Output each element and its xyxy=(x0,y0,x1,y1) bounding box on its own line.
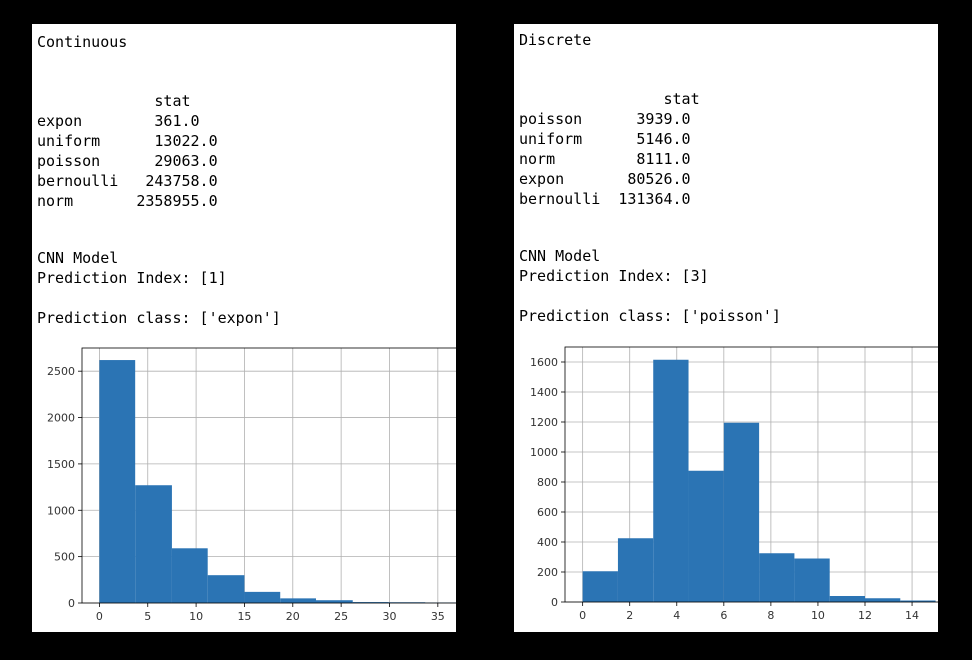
histogram-bar xyxy=(617,538,654,602)
x-tick-label: 8 xyxy=(767,609,774,622)
x-tick-label: 5 xyxy=(144,610,151,623)
discrete-heading: Discrete xyxy=(519,31,592,49)
y-tick-label: 1600 xyxy=(530,356,558,369)
x-tick-label: 35 xyxy=(431,610,445,623)
stat-name: bernoulli xyxy=(519,190,601,208)
continuous-stat-table: stat expon 361.0 uniform 13022.0 poisson… xyxy=(37,91,218,211)
histogram-bar xyxy=(653,359,689,602)
x-tick-label: 6 xyxy=(720,609,727,622)
x-tick-label: 10 xyxy=(811,609,825,622)
histogram-bar xyxy=(207,575,245,603)
histogram-bar xyxy=(244,591,281,603)
stat-row: bernoulli 131364.0 xyxy=(519,190,691,208)
stat-row: bernoulli 243758.0 xyxy=(37,172,218,190)
x-tick-label: 0 xyxy=(96,610,103,623)
histogram-bar xyxy=(794,558,830,602)
x-tick-label: 15 xyxy=(237,610,251,623)
y-tick-label: 1200 xyxy=(530,416,558,429)
stat-value: 131364.0 xyxy=(618,190,691,208)
x-tick-label: 2 xyxy=(626,609,633,622)
x-tick-label: 0 xyxy=(579,609,586,622)
x-tick-label: 10 xyxy=(189,610,203,623)
y-tick-label: 0 xyxy=(68,597,75,610)
histogram-bar xyxy=(688,470,724,602)
stat-name: uniform xyxy=(37,132,101,150)
stat-value: 13022.0 xyxy=(154,132,218,150)
stat-row: norm 8111.0 xyxy=(519,150,691,168)
continuous-histogram: 0 5 10 15 20 25 30 35 0 500 1000 1500 2000 2500 xyxy=(47,347,456,623)
stat-row: poisson 29063.0 xyxy=(37,152,218,170)
histogram-bar xyxy=(352,602,389,603)
continuous-model-label: CNN Model xyxy=(37,249,119,267)
histogram-bar xyxy=(315,600,353,603)
histogram-bar xyxy=(99,360,136,603)
x-tick-label: 14 xyxy=(905,609,919,622)
stat-value: 8111.0 xyxy=(636,150,691,168)
stat-name: norm xyxy=(519,150,556,168)
stat-value: 243758.0 xyxy=(145,172,218,190)
histogram-bar xyxy=(582,571,618,602)
stat-name: poisson xyxy=(37,152,101,170)
y-tick-label: 800 xyxy=(537,476,558,489)
stat-value: 3939.0 xyxy=(636,110,691,128)
stat-name: poisson xyxy=(519,110,583,128)
stat-name: expon xyxy=(37,112,83,130)
discrete-prediction-class: Prediction class: ['poisson'] xyxy=(519,307,781,325)
y-tick-label: 2500 xyxy=(47,365,75,378)
plot-frame xyxy=(564,346,938,603)
y-tick-label: 200 xyxy=(537,566,558,579)
stat-value: 29063.0 xyxy=(154,152,218,170)
histogram-bar xyxy=(723,422,760,602)
stat-row: uniform 5146.0 xyxy=(519,130,691,148)
stat-value: 5146.0 xyxy=(636,130,691,148)
stat-name: norm xyxy=(37,192,74,210)
stat-value: 2358955.0 xyxy=(136,192,218,210)
stat-row: expon 361.0 xyxy=(37,112,200,130)
y-tick-label: 1400 xyxy=(530,386,558,399)
y-tick-label: 2000 xyxy=(47,412,75,425)
discrete-output-panel: Discrete stat poisson 3939.0 uniform 514… xyxy=(514,24,938,632)
continuous-prediction-index: Prediction Index: [1] xyxy=(37,269,227,287)
y-tick-label: 0 xyxy=(551,596,558,609)
histogram-bar xyxy=(900,600,936,602)
histogram-bar xyxy=(280,598,316,603)
y-tick-label: 1000 xyxy=(47,504,75,517)
x-tick-label: 4 xyxy=(673,609,680,622)
y-tick-label: 500 xyxy=(54,551,75,564)
discrete-histogram: 0 2 4 6 8 10 12 14 0 200 400 600 800 1000 1200 1400 1600 xyxy=(530,346,938,622)
stat-column-header: stat xyxy=(154,92,191,110)
discrete-prediction-index: Prediction Index: [3] xyxy=(519,267,709,285)
histogram-bar xyxy=(171,548,208,603)
discrete-stat-table: stat poisson 3939.0 uniform 5146.0 norm … xyxy=(519,89,700,209)
x-tick-label: 12 xyxy=(858,609,872,622)
continuous-output-panel: Continuous stat expon 361.0 uniform 1302… xyxy=(32,24,456,632)
discrete-model-label: CNN Model xyxy=(519,247,601,265)
stat-row: poisson 3939.0 xyxy=(519,110,691,128)
y-tick-label: 600 xyxy=(537,506,558,519)
y-tick-label: 400 xyxy=(537,536,558,549)
x-tick-label: 25 xyxy=(334,610,348,623)
continuous-heading: Continuous xyxy=(37,33,128,51)
stat-value: 80526.0 xyxy=(627,170,691,188)
y-tick-label: 1500 xyxy=(47,458,75,471)
stat-name: uniform xyxy=(519,130,583,148)
histogram-bar xyxy=(135,485,172,603)
stat-column-header: stat xyxy=(663,90,700,108)
x-tick-label: 30 xyxy=(382,610,396,623)
stat-value: 361.0 xyxy=(154,112,200,130)
stat-row: expon 80526.0 xyxy=(519,170,691,188)
stat-row: norm 2358955.0 xyxy=(37,192,218,210)
histogram-bar xyxy=(829,596,865,602)
x-tick-label: 20 xyxy=(286,610,300,623)
continuous-prediction-class: Prediction class: ['expon'] xyxy=(37,309,281,327)
histogram-bar xyxy=(865,598,901,602)
stat-row: uniform 13022.0 xyxy=(37,132,218,150)
plot-frame xyxy=(81,347,456,604)
histogram-bar xyxy=(759,553,795,602)
y-tick-label: 1000 xyxy=(530,446,558,459)
stat-name: expon xyxy=(519,170,565,188)
stat-name: bernoulli xyxy=(37,172,119,190)
